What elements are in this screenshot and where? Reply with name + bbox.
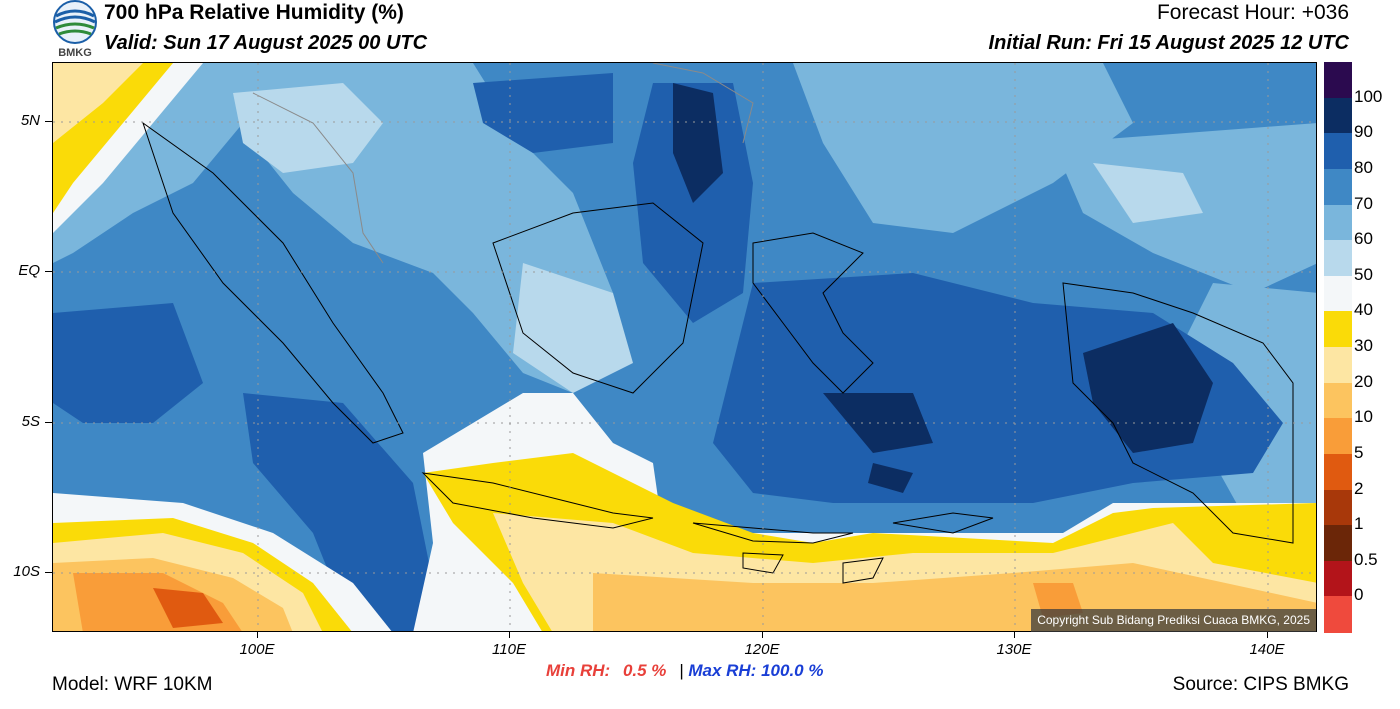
lat-tick [45,121,52,122]
colorbar-segment [1324,275,1352,312]
lat-label-10s: 10S [13,563,40,580]
model-name: Model: WRF 10KM [52,674,213,695]
copyright-notice: Copyright Sub Bidang Prediksi Cuaca BMKG… [1031,609,1316,632]
minmax-separator: | [679,661,684,680]
logo-text: BMKG [58,47,92,59]
colorbar-label: 2 [1354,478,1364,498]
lat-tick [45,422,52,423]
colorbar-label: 0.5 [1354,549,1378,569]
forecast-hour: Forecast Hour: +036 [1156,1,1349,24]
colorbar-segment [1324,311,1352,348]
lon-tick [762,632,763,638]
colorbar-label: 30 [1354,336,1373,355]
colorbar-label: 10 [1354,407,1373,427]
lat-label-5n: 5N [20,112,40,129]
colorbar-segment [1324,418,1352,455]
lon-label-120e: 120E [744,641,780,658]
colorbar-label: 1 [1354,514,1364,534]
colorbar-label: 60 [1354,229,1373,249]
lon-label-140e: 140E [1249,641,1285,658]
lon-label-110e: 110E [492,641,526,658]
lat-tick [45,271,52,272]
colorbar-segment [1324,525,1352,562]
colorbar-label: 100 [1354,86,1383,106]
colorbar-label: 0 [1354,585,1364,605]
valid-time: Valid: Sun 17 August 2025 00 UTC [104,32,428,54]
min-rh-value: 0.5 % [622,661,667,680]
lon-tick [1014,632,1015,638]
colorbar-segment [1324,453,1352,490]
colorbar-segment [1324,489,1352,526]
lat-tick [45,572,52,573]
max-rh-label: Max RH: [688,661,757,680]
colorbar-segment [1324,168,1352,205]
colorbar-label: 50 [1354,264,1373,284]
max-rh-value: 100.0 % [761,661,824,680]
lon-label-130e: 130E [996,641,1032,658]
colorbar-segment [1324,133,1352,170]
colorbar-segment [1324,347,1352,384]
colorbar-segment [1324,204,1352,241]
colorbar-label: 80 [1354,157,1373,177]
colorbar-segment [1324,382,1352,419]
min-max-rh: Min RH: 0.5 % | Max RH: 100.0 % [546,661,823,681]
colorbar-label: 90 [1354,122,1373,142]
lon-tick [509,632,510,638]
colorbar-segment [1324,240,1352,277]
colorbar-label: 40 [1354,300,1373,320]
colorbar-segment [1324,97,1352,134]
lat-label-eq: EQ [18,262,40,279]
bmkg-logo [50,0,100,62]
lon-tick [1267,632,1268,638]
colorbar-label: 20 [1354,371,1373,391]
data-source: Source: CIPS BMKG [1172,674,1349,695]
colorbar-label: 70 [1354,193,1373,213]
lat-label-5s: 5S [21,413,40,430]
map-title: 700 hPa Relative Humidity (%) [104,1,404,24]
initial-run: Initial Run: Fri 15 August 2025 12 UTC [988,32,1349,54]
colorbar-segment [1324,560,1352,597]
min-rh-label: Min RH: [546,661,611,680]
colorbar-label: 5 [1354,442,1364,462]
humidity-map [52,62,1317,632]
colorbar-segment [1324,596,1352,633]
colorbar-segment [1324,62,1352,99]
colorbar [1324,62,1352,633]
lon-tick [257,632,258,638]
lon-label-100e: 100E [239,641,275,658]
